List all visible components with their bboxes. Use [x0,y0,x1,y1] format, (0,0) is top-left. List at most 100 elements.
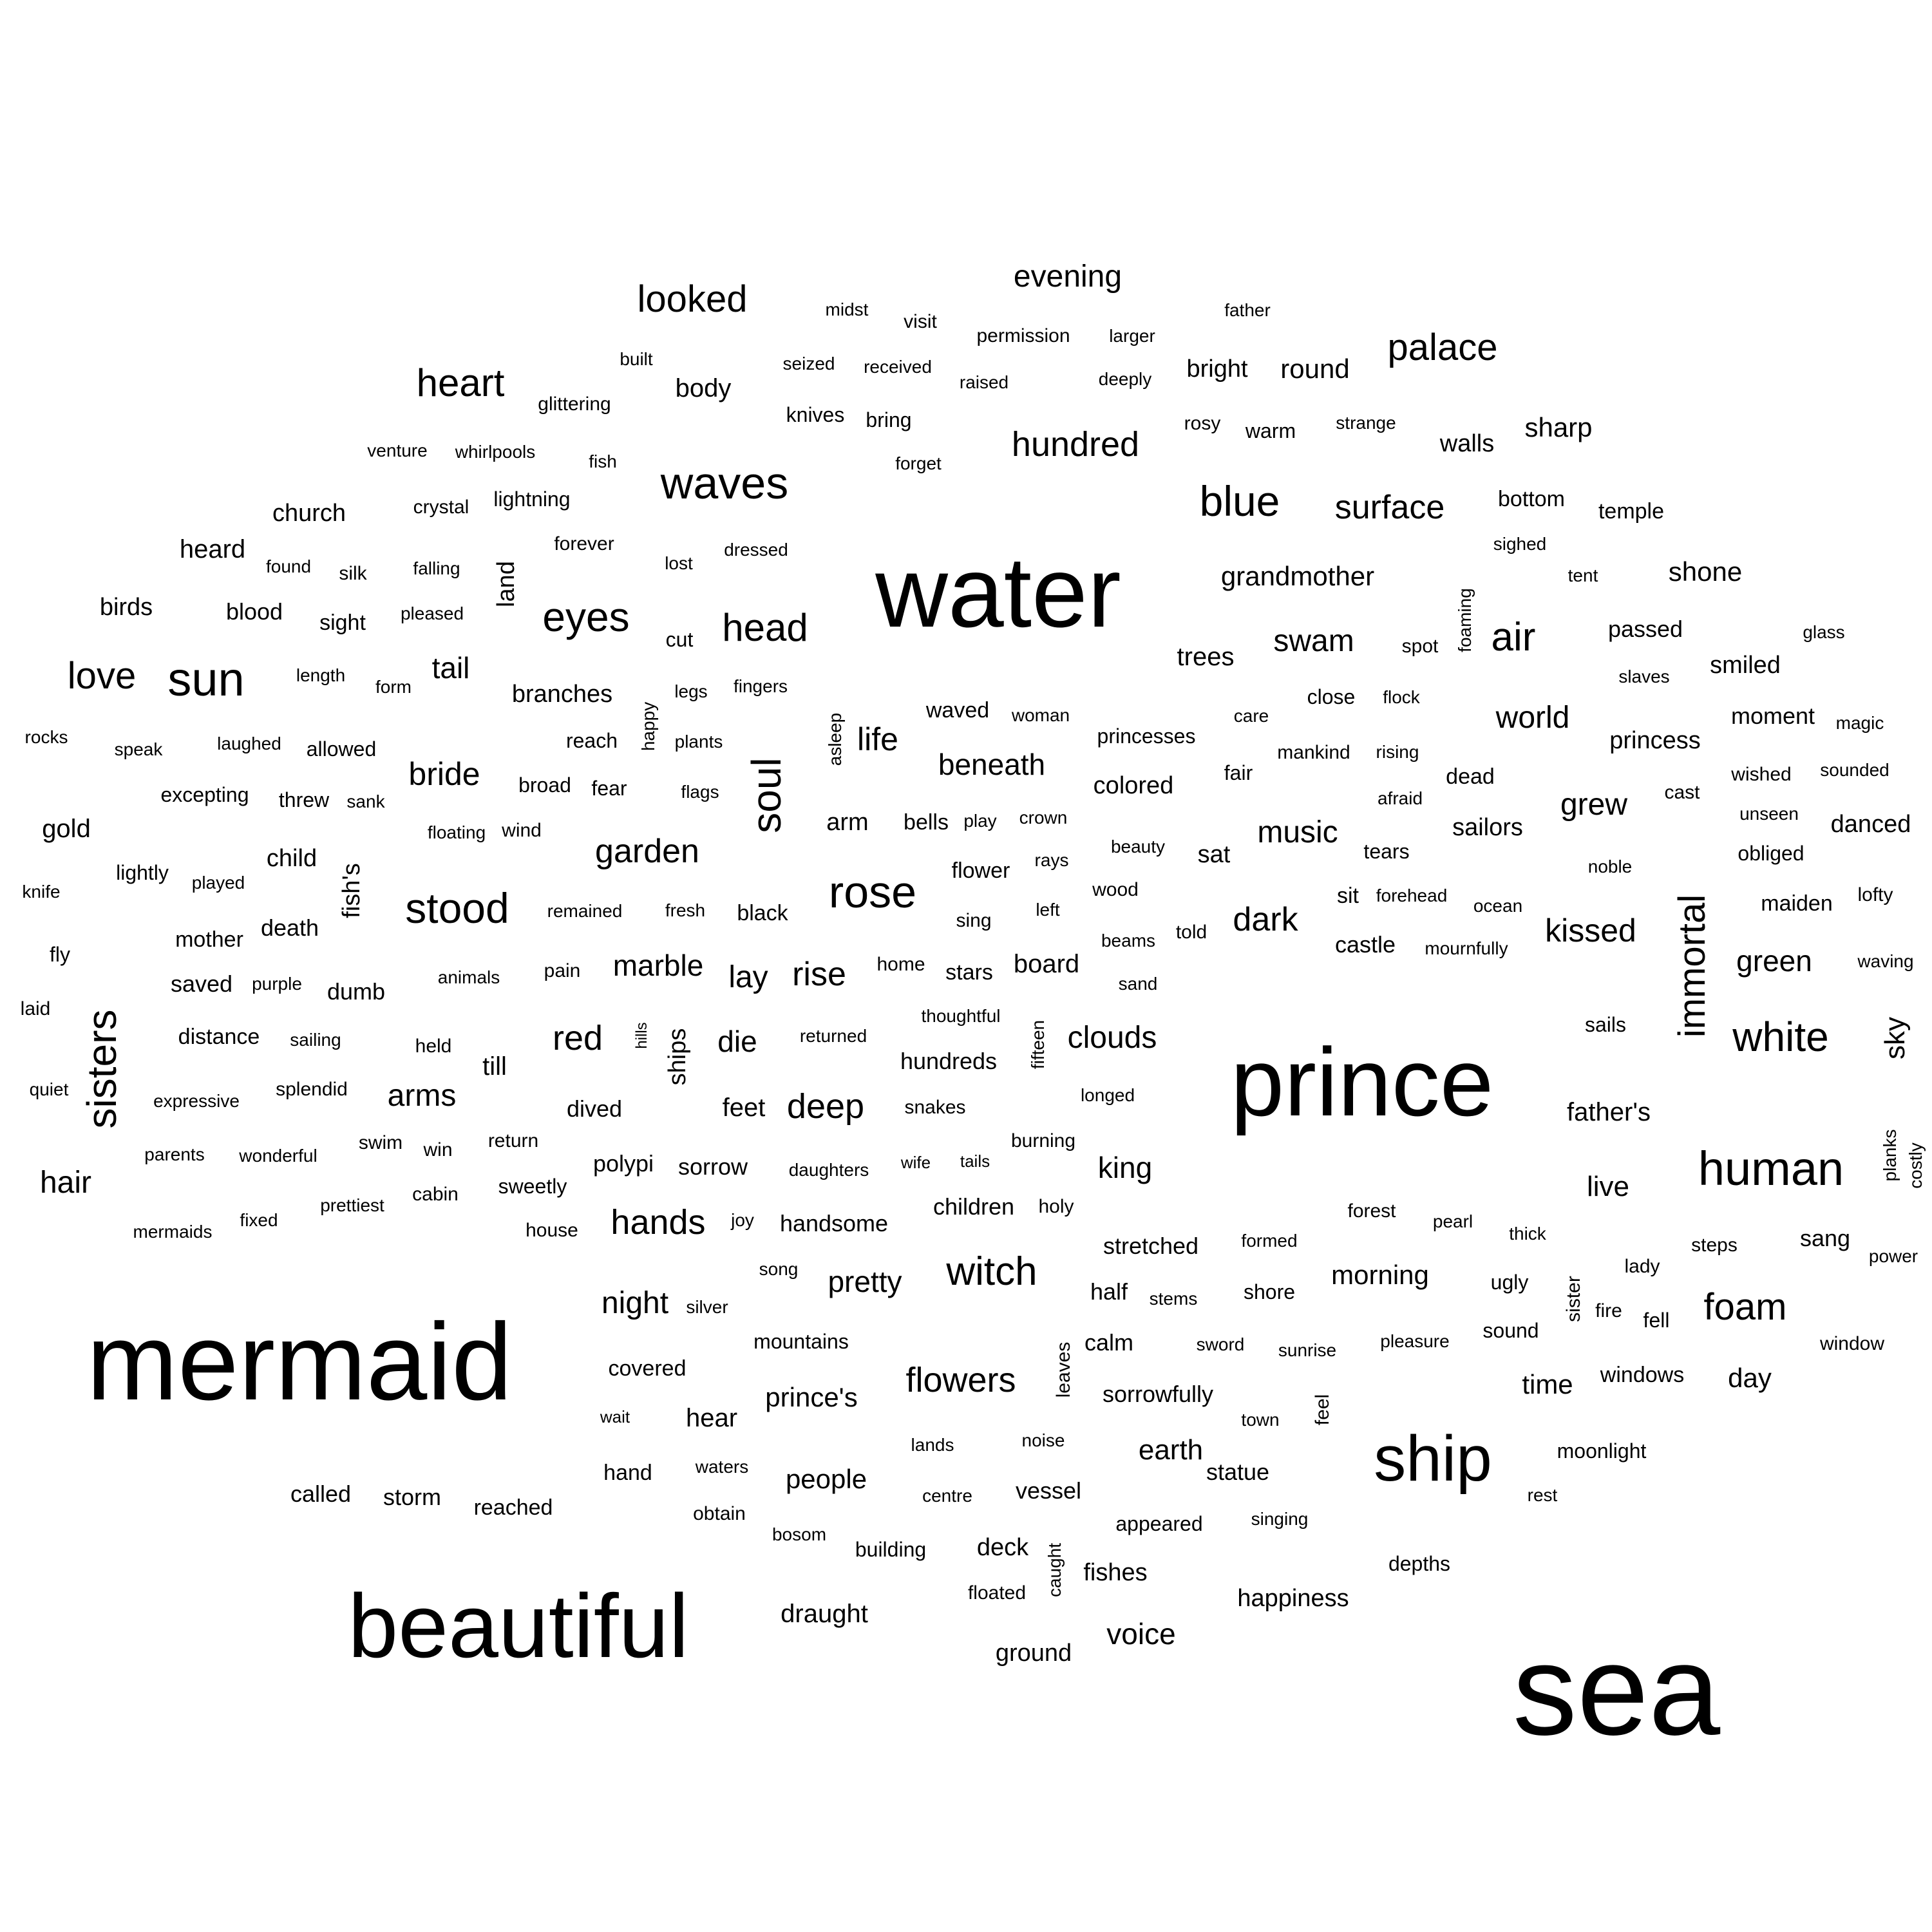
word-handsome: handsome [779,1210,889,1236]
word-morning: morning [1331,1260,1429,1290]
word-animals: animals [437,967,500,987]
word-singing: singing [1251,1509,1309,1529]
word-crown: crown [1019,808,1068,828]
word-flowers: flowers [905,1361,1016,1399]
word-slaves: slaves [1618,667,1670,687]
word-witch: witch [946,1249,1037,1294]
word-flags: flags [681,782,719,802]
word-remained: remained [547,901,623,921]
word-sighed: sighed [1493,534,1547,554]
word-floating: floating [427,822,486,842]
word-obliged: obliged [1738,842,1804,865]
word-speak: speak [114,739,163,759]
word-fresh: fresh [665,900,706,920]
word-return: return [488,1130,539,1151]
word-song: song [759,1259,799,1279]
word-grew: grew [1560,788,1628,822]
word-glass: glass [1803,622,1845,642]
word-stars: stars [945,960,993,985]
word-human: human [1698,1142,1844,1195]
word-temple: temple [1598,499,1665,524]
word-house: house [526,1220,578,1241]
word-rocks: rocks [24,727,68,747]
word-love: love [67,655,137,697]
word-permission: permission [976,325,1070,346]
word-care: care [1233,706,1269,726]
word-looked: looked [637,278,748,320]
word-larger: larger [1109,326,1155,346]
word-blood: blood [225,598,283,625]
word-eyes: eyes [542,594,630,640]
word-marble: marble [612,949,704,982]
word-sing: sing [956,910,992,931]
word-sister: sister [1563,1276,1584,1322]
word-deep: deep [786,1087,865,1126]
word-ships: ships [664,1028,691,1086]
word-fingers: fingers [733,676,788,696]
word-stood: stood [405,884,509,932]
word-dived: dived [566,1095,623,1122]
word-sorrow: sorrow [677,1153,748,1180]
word-voice: voice [1106,1617,1176,1651]
word-cabin: cabin [412,1184,459,1205]
word-lady: lady [1624,1256,1660,1277]
word-green: green [1736,944,1812,978]
word-legs: legs [674,681,708,701]
word-water: water [875,536,1121,649]
word-parents: parents [144,1144,205,1164]
word-spot: spot [1401,636,1439,657]
word-arm: arm [826,809,869,836]
word-dark: dark [1233,901,1298,938]
word-magic: magic [1835,713,1884,733]
word-child: child [266,845,317,872]
word-power: power [1868,1246,1918,1266]
word-formed: formed [1241,1231,1298,1251]
word-left: left [1036,900,1060,920]
word-joy: joy [731,1210,754,1230]
word-received: received [864,357,932,377]
word-silk: silk [339,563,367,584]
word-dead: dead [1446,764,1495,789]
word-building: building [855,1538,927,1561]
word-silver: silver [686,1297,728,1317]
word-visit: visit [904,311,937,332]
word-moonlight: moonlight [1557,1439,1647,1463]
word-fly: fly [50,943,70,966]
word-mountains: mountains [753,1330,849,1353]
word-heard: heard [179,535,246,564]
word-tail: tail [431,651,470,685]
word-lay: lay [728,960,768,994]
word-sails: sails [1584,1013,1627,1036]
word-walls: walls [1439,430,1495,457]
word-time: time [1522,1369,1573,1399]
word-head: head [722,606,808,649]
word-lost: lost [665,553,693,573]
word-longed: longed [1080,1085,1135,1105]
word-found: found [265,556,312,576]
word-noise: noise [1021,1430,1065,1450]
word-thoughtful: thoughtful [921,1006,1001,1026]
word-smiled: smiled [1710,652,1781,679]
word-father-s: father's [1567,1098,1651,1126]
word-world: world [1495,701,1570,735]
word-day: day [1728,1363,1772,1393]
word-windows: windows [1600,1363,1685,1387]
word-immortal: immortal [1671,894,1713,1038]
word-reach: reach [565,729,618,752]
word-leaves: leaves [1053,1341,1074,1398]
word-storm: storm [383,1484,441,1510]
word-depths: depths [1388,1552,1451,1575]
word-hand: hand [603,1461,652,1485]
word-noble: noble [1587,857,1633,876]
word-fifteen: fifteen [1028,1019,1048,1070]
word-midst: midst [825,299,869,319]
word-seized: seized [782,354,835,374]
word-raised: raised [959,372,1009,392]
word-branches: branches [511,681,613,708]
word-kissed: kissed [1545,913,1636,949]
word-centre: centre [922,1486,972,1506]
word-shore: shore [1243,1280,1296,1303]
word-knife: knife [22,882,61,902]
word-palace: palace [1387,327,1498,368]
word-ocean: ocean [1473,896,1523,916]
